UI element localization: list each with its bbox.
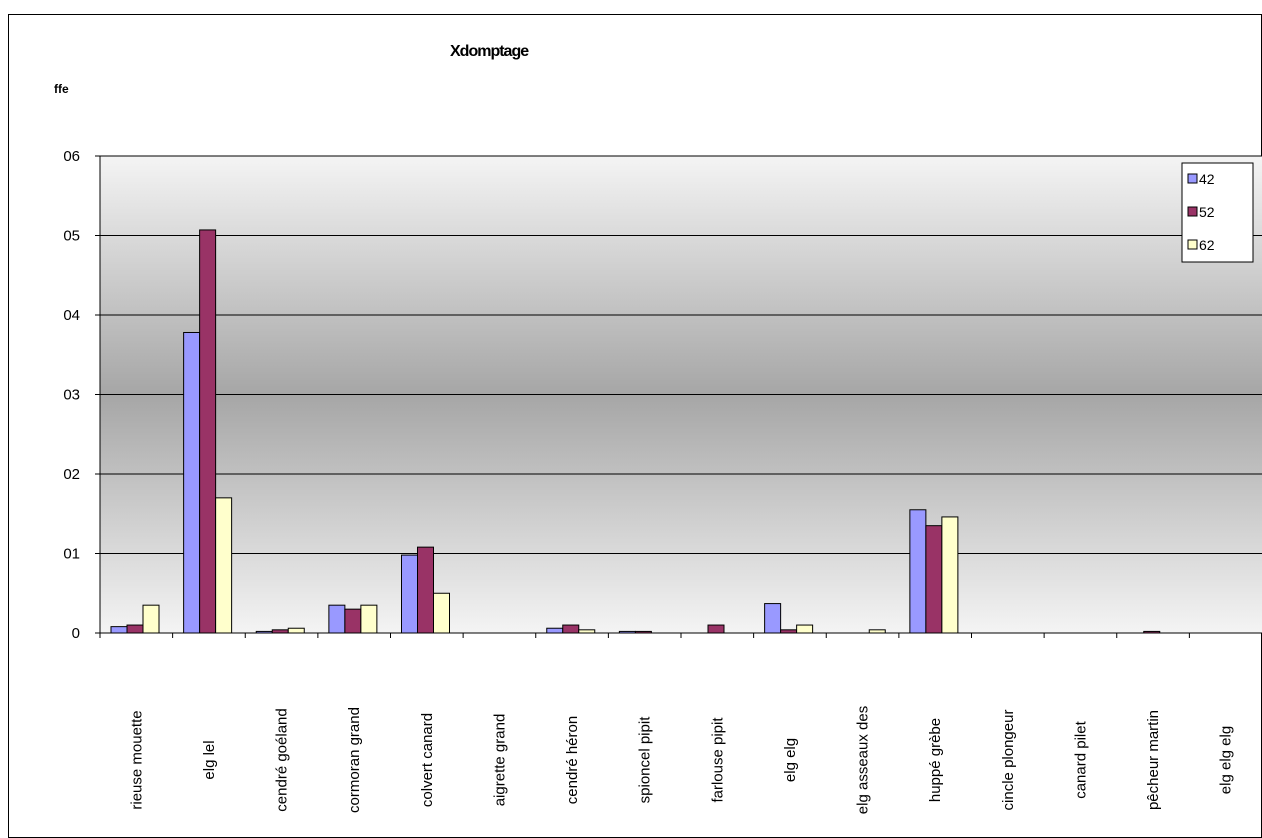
y-tick-labels: 0 01 02 03 04 05 06 <box>63 148 80 642</box>
y-tick-label-5: 05 <box>63 228 80 245</box>
bar-2-2 <box>287 627 305 634</box>
y-tick-label-0: 0 <box>72 625 80 642</box>
legend-swatch-0 <box>1187 173 1198 184</box>
x-category-label-7: spioncel pipit <box>637 716 654 804</box>
x-category-label-9: elg elg <box>782 738 799 782</box>
y-tick-label-6: 06 <box>63 148 80 165</box>
x-category-label-6: cendré héron <box>564 716 581 804</box>
x-category-labels: rieuse mouette elg lel cendré goéland cormo… <box>128 706 1234 814</box>
bar-2-4 <box>433 592 450 634</box>
x-category-label-1: elg lel <box>201 740 218 779</box>
x-category-label-12: cincle plongeur <box>1000 710 1017 811</box>
x-category-label-13: canard pilet <box>1072 720 1089 798</box>
x-category-label-5: aigrette grand <box>491 714 508 807</box>
bar-0-6 <box>546 627 564 634</box>
legend-swatch-2 <box>1187 239 1198 250</box>
bar-2-3 <box>360 604 378 634</box>
x-category-label-11: huppé grèbe <box>927 718 944 802</box>
bar-0-3 <box>328 604 346 634</box>
y-tick-label-3: 03 <box>63 387 80 404</box>
bar-1-1 <box>199 229 217 634</box>
bar-2-9 <box>796 624 814 634</box>
gridlines <box>100 155 1262 554</box>
bars <box>110 229 1161 634</box>
legend-swatch-1 <box>1187 206 1198 217</box>
bar-0-11 <box>909 509 927 634</box>
bar-2-0 <box>142 604 160 634</box>
bar-1-0 <box>126 624 144 634</box>
bar-0-1 <box>183 331 201 634</box>
x-category-label-3: cormoran grand <box>346 707 363 813</box>
bar-2-1 <box>215 497 233 634</box>
x-category-label-10: elg asseaux des <box>855 706 872 814</box>
x-category-label-8: farlouse pipit <box>709 717 726 803</box>
x-category-label-2: cendré goéland <box>274 708 291 811</box>
bar-1-11 <box>925 525 943 634</box>
bar-0-9 <box>764 603 782 634</box>
axes <box>95 155 1262 638</box>
legend-label-1: 52 <box>1199 204 1215 220</box>
legend: 42 52 62 <box>1181 162 1254 263</box>
x-category-label-14: pêcheur martin <box>1145 710 1162 810</box>
x-category-label-15: elg elg elg <box>1218 726 1235 794</box>
legend-label-0: 42 <box>1199 171 1215 187</box>
bar-1-3 <box>344 608 362 634</box>
y-tick-label-4: 04 <box>63 307 80 324</box>
bar-2-11 <box>941 516 959 634</box>
chart-title: Xdomptage <box>450 43 529 60</box>
bar-1-8 <box>707 624 725 634</box>
y-axis-label: ffe <box>54 82 69 96</box>
x-category-label-4: colvert canard <box>419 713 436 807</box>
bar-1-4 <box>417 546 434 634</box>
bar-0-0 <box>110 626 128 634</box>
y-tick-label-2: 02 <box>63 466 80 483</box>
bar-1-6 <box>562 624 580 634</box>
legend-label-2: 62 <box>1199 237 1215 253</box>
x-category-label-0: rieuse mouette <box>128 710 145 809</box>
y-tick-label-1: 01 <box>63 546 80 563</box>
bar-0-4 <box>401 554 418 634</box>
